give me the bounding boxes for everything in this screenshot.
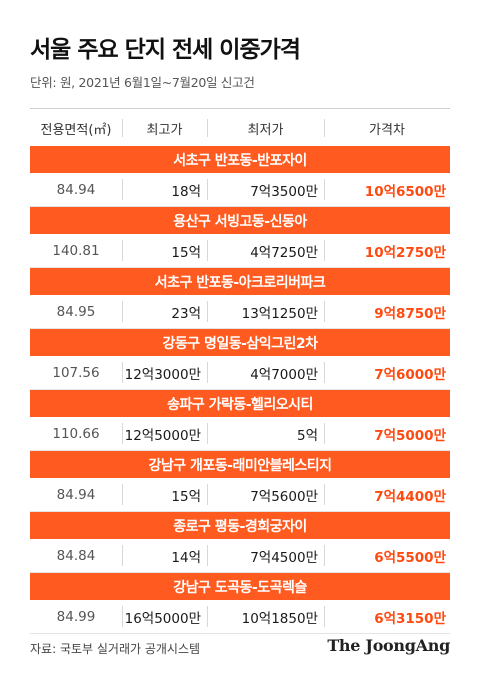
column-divider: [324, 179, 325, 200]
header-max: 최고가: [146, 122, 183, 138]
column-divider: [122, 606, 123, 627]
price-diff-cell: 6억3150만: [374, 610, 446, 627]
complex-name-band: 강동구 명일동-삼익그린2차: [30, 329, 450, 356]
min-price-cell: 7억4500만: [250, 549, 318, 566]
column-divider: [207, 484, 208, 505]
column-divider: [324, 423, 325, 444]
table-row: 강남구 개포동-래미안블레스티지 84.94 15억 7억5600만 7억440…: [30, 451, 450, 512]
max-price-cell: 18억: [171, 183, 201, 200]
table-body: 서초구 반포동-반포자이 84.94 18억 7억3500만 10억6500만 …: [30, 146, 450, 634]
data-row: 107.56 12억3000만 4억7000만 7억6000만: [30, 356, 450, 390]
column-divider: [324, 484, 325, 505]
header-diff: 가격차: [369, 122, 405, 138]
min-price-cell: 10억1850만: [241, 610, 318, 627]
max-price-cell: 23억: [171, 305, 201, 322]
area-cell: 84.84: [56, 547, 96, 564]
complex-name-band: 송파구 가락동-헬리오시티: [30, 390, 450, 417]
area-cell: 84.99: [56, 608, 96, 625]
column-divider: [207, 423, 208, 444]
price-diff-cell: 10억6500만: [364, 183, 446, 200]
min-price-cell: 13억1250만: [241, 305, 318, 322]
column-divider: [324, 362, 325, 383]
price-diff-cell: 7억4400만: [374, 488, 446, 505]
column-divider: [122, 545, 123, 566]
data-row: 84.94 18억 7억3500만 10억6500만: [30, 173, 450, 207]
column-divider: [324, 606, 325, 627]
min-price-cell: 5억: [296, 427, 318, 444]
page-title: 서울 주요 단지 전세 이중가격: [30, 37, 301, 63]
column-divider: [122, 119, 123, 137]
price-diff-cell: 9억8750만: [374, 305, 446, 322]
price-diff-cell: 7억6000만: [374, 366, 446, 383]
min-price-cell: 4억7000만: [250, 366, 318, 383]
data-row: 84.94 15억 7억5600만 7억4400만: [30, 478, 450, 512]
complex-name-band: 강남구 도곡동-도곡렉슬: [30, 573, 450, 600]
column-divider: [207, 240, 208, 261]
column-divider: [207, 119, 208, 137]
data-row: 84.95 23억 13억1250만 9억8750만: [30, 295, 450, 329]
column-divider: [324, 240, 325, 261]
data-row: 140.81 15억 4억7250만 10억2750만: [30, 234, 450, 268]
unit-note: 단위: 원, 2021년 6월1일~7월20일 신고건: [30, 75, 255, 90]
max-price-cell: 14억: [171, 549, 201, 566]
max-price-cell: 12억5000만: [124, 427, 201, 444]
column-divider: [122, 301, 123, 322]
table-row: 서초구 반포동-반포자이 84.94 18억 7억3500만 10억6500만: [30, 146, 450, 207]
column-divider: [207, 179, 208, 200]
table-row: 강동구 명일동-삼익그린2차 107.56 12억3000만 4억7000만 7…: [30, 329, 450, 390]
column-divider: [207, 545, 208, 566]
min-price-cell: 4억7250만: [250, 244, 318, 261]
complex-name-band: 용산구 서빙고동-신동아: [30, 207, 450, 234]
complex-name-band: 강남구 개포동-래미안블레스티지: [30, 451, 450, 478]
price-diff-cell: 10억2750만: [364, 244, 446, 261]
table-row: 용산구 서빙고동-신동아 140.81 15억 4억7250만 10억2750만: [30, 207, 450, 268]
complex-name-band: 서초구 반포동-반포자이: [30, 146, 450, 173]
area-cell: 84.94: [56, 181, 96, 198]
header-area: 전용면적(㎡): [40, 122, 112, 138]
table-header: 전용면적(㎡) 최고가 최저가 가격차: [30, 113, 450, 143]
min-price-cell: 7억5600만: [250, 488, 318, 505]
max-price-cell: 12억3000만: [124, 366, 201, 383]
column-divider: [122, 240, 123, 261]
max-price-cell: 15억: [171, 244, 201, 261]
table-row: 서초구 반포동-아크로리버파크 84.95 23억 13억1250만 9억875…: [30, 268, 450, 329]
area-cell: 84.94: [56, 486, 96, 503]
column-divider: [122, 423, 123, 444]
complex-name-band: 종로구 평동-경희궁자이: [30, 512, 450, 539]
area-cell: 110.66: [52, 425, 100, 442]
area-cell: 107.56: [52, 364, 100, 381]
table-row: 송파구 가락동-헬리오시티 110.66 12억5000만 5억 7억5000만: [30, 390, 450, 451]
max-price-cell: 16억5000만: [124, 610, 201, 627]
price-diff-cell: 7억5000만: [374, 427, 446, 444]
source-note: 자료: 국토부 실거래가 공개시스템: [30, 642, 201, 656]
column-divider: [207, 606, 208, 627]
column-divider: [122, 484, 123, 505]
column-divider: [324, 545, 325, 566]
price-diff-cell: 6억5500만: [374, 549, 446, 566]
column-divider: [207, 362, 208, 383]
data-row: 84.99 16억5000만 10억1850만 6억3150만: [30, 600, 450, 634]
complex-name-band: 서초구 반포동-아크로리버파크: [30, 268, 450, 295]
column-divider: [122, 179, 123, 200]
table-row: 강남구 도곡동-도곡렉슬 84.99 16억5000만 10억1850만 6억3…: [30, 573, 450, 634]
column-divider: [324, 119, 325, 137]
area-cell: 84.95: [56, 303, 96, 320]
data-row: 110.66 12억5000만 5억 7억5000만: [30, 417, 450, 451]
table-row: 종로구 평동-경희궁자이 84.84 14억 7억4500만 6억5500만: [30, 512, 450, 573]
publisher-logo: The JoongAng: [327, 636, 450, 655]
max-price-cell: 15억: [171, 488, 201, 505]
column-divider: [207, 301, 208, 322]
data-row: 84.84 14억 7억4500만 6억5500만: [30, 539, 450, 573]
area-cell: 140.81: [52, 242, 100, 259]
column-divider: [122, 362, 123, 383]
column-divider: [324, 301, 325, 322]
header-min: 최저가: [247, 122, 284, 138]
table-top-rule: [30, 108, 450, 109]
min-price-cell: 7억3500만: [250, 183, 318, 200]
